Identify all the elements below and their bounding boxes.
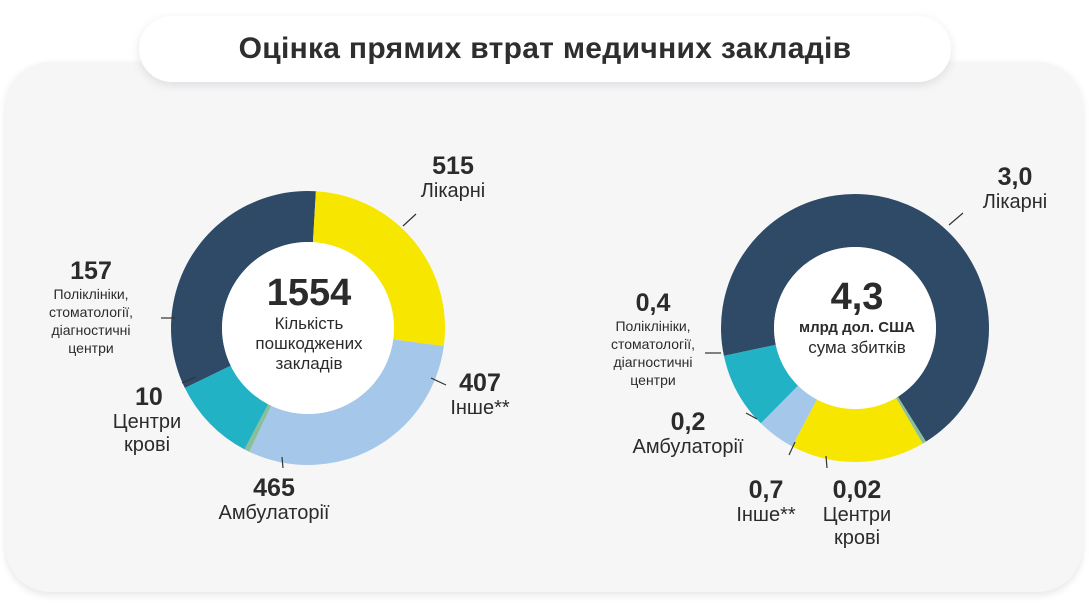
donut-losses	[721, 193, 989, 462]
slice-інше	[312, 191, 446, 347]
leader-line	[788, 441, 796, 456]
center-unit: млрд дол. США	[798, 319, 915, 336]
slice-value: 10	[135, 383, 163, 411]
slice-name: Інше**	[450, 397, 510, 419]
slice-name: стоматології,	[611, 336, 695, 352]
slice-name: Інше**	[736, 504, 796, 526]
right-center: 4,3 млрд дол. США сума збитків	[772, 276, 942, 358]
donut-facilities	[171, 190, 446, 465]
slice-value: 407	[459, 369, 501, 397]
slice-інше	[792, 397, 923, 462]
leader-line	[430, 377, 447, 386]
center-text: сума збитків	[808, 338, 906, 357]
slice-name: Амбулаторії	[218, 502, 330, 524]
leader-lines	[161, 212, 964, 469]
slice-лікарні	[171, 190, 316, 389]
leader-line	[948, 212, 964, 226]
slice-name: Поліклініки,	[615, 318, 691, 334]
slice-name: Лікарні	[420, 180, 486, 202]
label-hospitals-right: 3,0 Лікарні	[960, 163, 1070, 214]
slice-value: 0,4	[635, 289, 671, 317]
label-ambulatory-left: 465 Амбулаторії	[204, 474, 344, 525]
slice-value: 0,02	[832, 476, 882, 504]
slice-name: діагностичні	[51, 322, 131, 338]
slice-амбулаторії	[760, 385, 817, 447]
left-center: 1554 Кількість пошкоджених закладів	[229, 272, 389, 374]
slice-name: Амбулаторії	[632, 436, 744, 458]
label-blood-left: 10 Центри крові	[97, 383, 197, 457]
slice-name: крові	[833, 527, 881, 549]
slice-name: Лікарні	[982, 191, 1048, 213]
slice-амбулаторії	[249, 339, 444, 465]
label-other-right: 0,7 Інше**	[721, 476, 811, 527]
slice-name: центри	[68, 340, 114, 356]
slice-value: 465	[253, 474, 295, 502]
label-clinics-right: 0,4 Поліклініки, стоматології, діагности…	[588, 289, 718, 389]
slice-name: центри	[630, 372, 676, 388]
slice-центри-крові	[895, 396, 927, 444]
slice-поліклініки-стоматології-діагностичні-центри	[184, 365, 269, 450]
slice-value: 3,0	[997, 163, 1033, 191]
label-other-left: 407 Інше**	[430, 369, 530, 420]
leader-line	[281, 456, 284, 469]
slice-лікарні	[721, 193, 989, 442]
leader-line	[181, 376, 197, 384]
center-value: 1554	[266, 272, 352, 314]
slice-центри-крові	[244, 404, 272, 452]
slice-name: Поліклініки,	[53, 286, 129, 302]
slice-value: 0,2	[670, 408, 706, 436]
label-blood-right: 0,02 Центри крові	[807, 476, 907, 550]
slice-value: 157	[70, 257, 112, 285]
center-value: 4,3	[830, 276, 884, 318]
slice-name: Центри	[822, 504, 892, 526]
leader-line	[402, 213, 417, 227]
center-text: Кількість пошкоджених закладів	[255, 314, 363, 373]
slice-name: крові	[123, 434, 171, 456]
slice-value: 515	[432, 152, 474, 180]
donut-hole	[774, 247, 936, 409]
slice-value: 0,7	[748, 476, 784, 504]
label-hospitals-left: 515 Лікарні	[393, 152, 513, 203]
slice-поліклініки-стоматології-діагностичні-центри	[723, 344, 799, 424]
leader-line	[825, 455, 828, 469]
slice-name: Центри	[112, 411, 182, 433]
slice-name: стоматології,	[49, 304, 133, 320]
slice-name: діагностичні	[613, 354, 693, 370]
page-title: Оцінка прямих втрат медичних закладів	[139, 16, 951, 82]
label-ambulatory-right: 0,2 Амбулаторії	[613, 408, 763, 459]
leader-line	[745, 412, 758, 420]
label-clinics-left: 157 Поліклініки, стоматології, діагности…	[26, 257, 156, 357]
donut-hole	[222, 242, 394, 414]
